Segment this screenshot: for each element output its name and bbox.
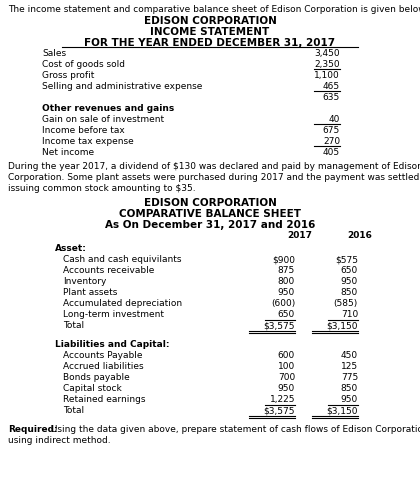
Text: Total: Total (63, 321, 84, 330)
Text: Liabilities and Capital:: Liabilities and Capital: (55, 340, 170, 349)
Text: Gain on sale of investment: Gain on sale of investment (42, 115, 164, 124)
Text: Asset:: Asset: (55, 244, 87, 253)
Text: The income statement and comparative balance sheet of Edison Corporation is give: The income statement and comparative bal… (8, 5, 420, 14)
Text: 675: 675 (323, 126, 340, 135)
Text: 875: 875 (278, 266, 295, 275)
Text: Income before tax: Income before tax (42, 126, 125, 135)
Text: FOR THE YEAR ENDED DECEMBER 31, 2017: FOR THE YEAR ENDED DECEMBER 31, 2017 (84, 38, 336, 48)
Text: 650: 650 (341, 266, 358, 275)
Text: Accrued liabilities: Accrued liabilities (63, 362, 144, 371)
Text: 950: 950 (341, 395, 358, 404)
Text: 2016: 2016 (348, 231, 373, 240)
Text: Plant assets: Plant assets (63, 288, 117, 297)
Text: 1,225: 1,225 (270, 395, 295, 404)
Text: Net income: Net income (42, 148, 94, 157)
Text: EDISON CORPORATION: EDISON CORPORATION (144, 198, 276, 208)
Text: 405: 405 (323, 148, 340, 157)
Text: 100: 100 (278, 362, 295, 371)
Text: Sales: Sales (42, 49, 66, 58)
Text: 3,450: 3,450 (315, 49, 340, 58)
Text: 710: 710 (341, 310, 358, 319)
Text: During the year 2017, a dividend of $130 was declared and paid by management of : During the year 2017, a dividend of $130… (8, 162, 420, 171)
Text: Cash and cash equivilants: Cash and cash equivilants (63, 255, 181, 264)
Text: Cost of goods sold: Cost of goods sold (42, 60, 125, 69)
Text: 600: 600 (278, 351, 295, 360)
Text: $3,150: $3,150 (326, 321, 358, 330)
Text: 270: 270 (323, 137, 340, 146)
Text: Retained earnings: Retained earnings (63, 395, 145, 404)
Text: Capital stock: Capital stock (63, 384, 122, 393)
Text: Accounts receivable: Accounts receivable (63, 266, 155, 275)
Text: 950: 950 (278, 288, 295, 297)
Text: 40: 40 (328, 115, 340, 124)
Text: Accounts Payable: Accounts Payable (63, 351, 142, 360)
Text: 700: 700 (278, 373, 295, 382)
Text: 775: 775 (341, 373, 358, 382)
Text: 950: 950 (341, 277, 358, 286)
Text: 450: 450 (341, 351, 358, 360)
Text: Accumulated depreciation: Accumulated depreciation (63, 299, 182, 308)
Text: Selling and administrative expense: Selling and administrative expense (42, 82, 202, 91)
Text: 800: 800 (278, 277, 295, 286)
Text: Other revenues and gains: Other revenues and gains (42, 104, 174, 113)
Text: Corporation. Some plant assets were purchased during 2017 and the payment was se: Corporation. Some plant assets were purc… (8, 173, 420, 182)
Text: 125: 125 (341, 362, 358, 371)
Text: (585): (585) (334, 299, 358, 308)
Text: 850: 850 (341, 384, 358, 393)
Text: Gross profit: Gross profit (42, 71, 94, 80)
Text: $575: $575 (335, 255, 358, 264)
Text: EDISON CORPORATION: EDISON CORPORATION (144, 16, 276, 26)
Text: $3,575: $3,575 (263, 406, 295, 415)
Text: $900: $900 (272, 255, 295, 264)
Text: $3,575: $3,575 (263, 321, 295, 330)
Text: INCOME STATEMENT: INCOME STATEMENT (150, 27, 270, 37)
Text: Inventory: Inventory (63, 277, 106, 286)
Text: using indirect method.: using indirect method. (8, 436, 110, 445)
Text: Total: Total (63, 406, 84, 415)
Text: Long-term investment: Long-term investment (63, 310, 164, 319)
Text: Bonds payable: Bonds payable (63, 373, 130, 382)
Text: Using the data given above, prepare statement of cash flows of Edison Corporatio: Using the data given above, prepare stat… (48, 425, 420, 434)
Text: COMPARATIVE BALANCE SHEET: COMPARATIVE BALANCE SHEET (119, 209, 301, 219)
Text: 635: 635 (323, 93, 340, 102)
Text: As On December 31, 2017 and 2016: As On December 31, 2017 and 2016 (105, 220, 315, 230)
Text: (600): (600) (271, 299, 295, 308)
Text: 465: 465 (323, 82, 340, 91)
Text: 2,350: 2,350 (315, 60, 340, 69)
Text: 650: 650 (278, 310, 295, 319)
Text: 1,100: 1,100 (314, 71, 340, 80)
Text: issuing common stock amounting to $35.: issuing common stock amounting to $35. (8, 184, 196, 193)
Text: Income tax expense: Income tax expense (42, 137, 134, 146)
Text: 2017: 2017 (288, 231, 312, 240)
Text: Required:: Required: (8, 425, 58, 434)
Text: 850: 850 (341, 288, 358, 297)
Text: 950: 950 (278, 384, 295, 393)
Text: $3,150: $3,150 (326, 406, 358, 415)
